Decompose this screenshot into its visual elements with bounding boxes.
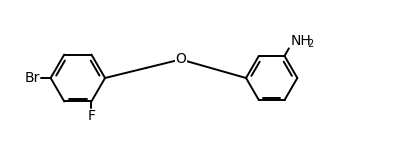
Text: Br: Br <box>24 71 40 85</box>
Text: O: O <box>175 52 186 66</box>
Text: 2: 2 <box>308 39 314 49</box>
Text: NH: NH <box>291 34 312 48</box>
Text: F: F <box>87 109 95 123</box>
